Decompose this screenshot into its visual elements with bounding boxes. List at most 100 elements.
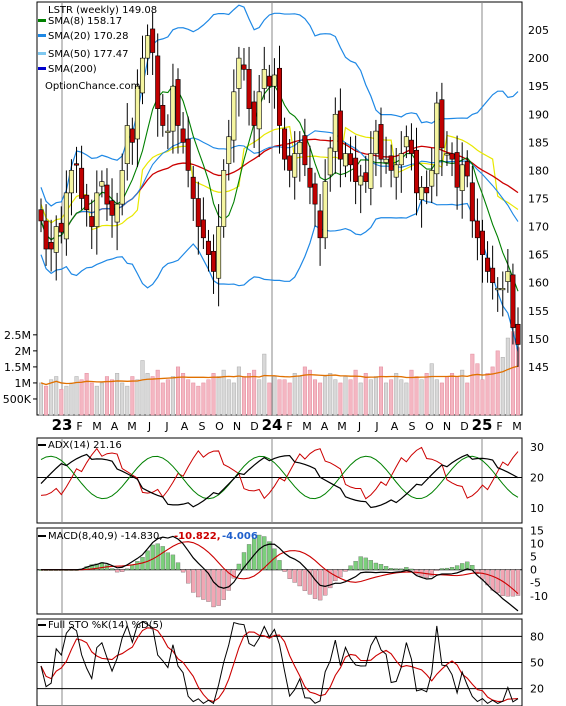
month-label: M: [337, 420, 347, 433]
candle-body: [104, 184, 110, 205]
sto-swatch: [38, 624, 46, 626]
month-label: D: [460, 420, 468, 433]
volume-bar: [495, 350, 500, 416]
macd-histogram-bar: [495, 569, 500, 593]
candle-body: [200, 219, 206, 239]
volume-bar: [460, 369, 465, 416]
macd-tick-label: -5: [530, 577, 541, 590]
macd-histogram-bar: [449, 567, 455, 570]
candle-body: [510, 274, 516, 328]
candle-body: [119, 170, 125, 205]
month-label: J: [147, 420, 151, 433]
volume-bar: [160, 382, 165, 416]
candle-body: [180, 128, 186, 143]
candle-body: [317, 210, 323, 239]
volume-bar: [455, 376, 460, 416]
volume-bar: [434, 379, 439, 416]
sto-tick-label: 50: [530, 657, 544, 670]
candle-body: [474, 220, 480, 239]
adx-title: ADX(14) 21.16: [48, 440, 122, 451]
volume-bar: [358, 382, 363, 416]
volume-bar: [221, 369, 226, 416]
volume-bar: [292, 373, 297, 416]
candle-body: [175, 79, 181, 126]
macd-histogram-bar: [353, 561, 358, 570]
candle-body: [429, 170, 435, 187]
month-label: S: [199, 420, 206, 433]
volume-bar: [429, 363, 434, 416]
candle-body: [109, 200, 115, 216]
candle-body: [353, 157, 359, 182]
macd-hist-value: -4.006: [222, 531, 258, 542]
month-label: J: [164, 420, 168, 433]
volume-bar: [318, 382, 323, 416]
year-label: 25: [472, 416, 493, 434]
candle-body: [358, 175, 364, 186]
volume-bar: [373, 376, 378, 416]
volume-bar: [69, 382, 74, 416]
candle-body: [129, 128, 135, 143]
macd-frame: [36, 527, 523, 615]
price-tick-label: 185: [528, 136, 549, 149]
year-label: 24: [262, 416, 283, 434]
candle-body: [342, 153, 348, 167]
candle-body: [256, 91, 262, 130]
macd-histogram-bar: [257, 534, 262, 570]
candle-body: [485, 257, 491, 272]
candle-body: [211, 250, 217, 272]
macd-histogram-bar: [460, 563, 465, 570]
volume-bar: [480, 379, 485, 416]
candle-body: [251, 101, 257, 126]
macd-signal-value: -10.822,: [174, 531, 221, 542]
macd-histogram-bar: [175, 562, 181, 570]
candle-body: [241, 64, 247, 70]
candle-body: [266, 75, 272, 87]
candle-body: [216, 226, 222, 279]
macd-histogram-bar: [221, 569, 226, 600]
watermark: OptionChance.com: [45, 81, 140, 92]
candle-body: [515, 323, 521, 345]
volume-bar: [414, 376, 419, 416]
candle-body: [271, 74, 277, 87]
macd-histogram-bar: [399, 568, 404, 570]
month-label: J: [357, 420, 361, 433]
month-label: F: [286, 420, 292, 433]
candle-body: [94, 192, 100, 227]
sma50-swatch: [38, 52, 46, 55]
price-tick-label: 160: [528, 277, 549, 290]
volume-bar: [165, 379, 170, 416]
volume-bar: [145, 373, 150, 416]
volume-bar: [94, 385, 99, 416]
macd-histogram-bar: [89, 564, 94, 570]
volume-bar: [186, 379, 191, 416]
volume-bar: [439, 382, 444, 416]
candle-body: [205, 240, 211, 255]
candle-body: [63, 192, 69, 240]
volume-bar: [282, 379, 287, 416]
macd-histogram-bar: [307, 569, 313, 595]
candle-body: [495, 288, 501, 291]
macd-tick-label: 15: [530, 525, 544, 538]
macd-histogram-bar: [328, 569, 333, 589]
volume-bar: [150, 376, 155, 416]
adx-tick-label: 30: [530, 441, 544, 454]
candle-body: [287, 155, 293, 171]
volume-bar: [99, 382, 104, 416]
volume-bar: [500, 357, 505, 416]
macd-histogram-bar: [236, 563, 242, 570]
macd-histogram-bar: [180, 569, 186, 573]
macd-histogram-bar: [439, 568, 445, 570]
candle-body: [322, 181, 328, 239]
macd-histogram-bar: [226, 569, 231, 591]
macd-histogram-bar: [312, 569, 318, 599]
volume-bar: [226, 379, 231, 416]
volume-tick-label: 500K: [3, 393, 32, 406]
candle-body: [139, 57, 145, 94]
volume-bar: [130, 376, 135, 416]
volume-bar: [59, 389, 64, 416]
volume-bar: [206, 379, 211, 416]
macd-histogram-bar: [368, 560, 373, 570]
macd-histogram-bar: [358, 556, 363, 570]
